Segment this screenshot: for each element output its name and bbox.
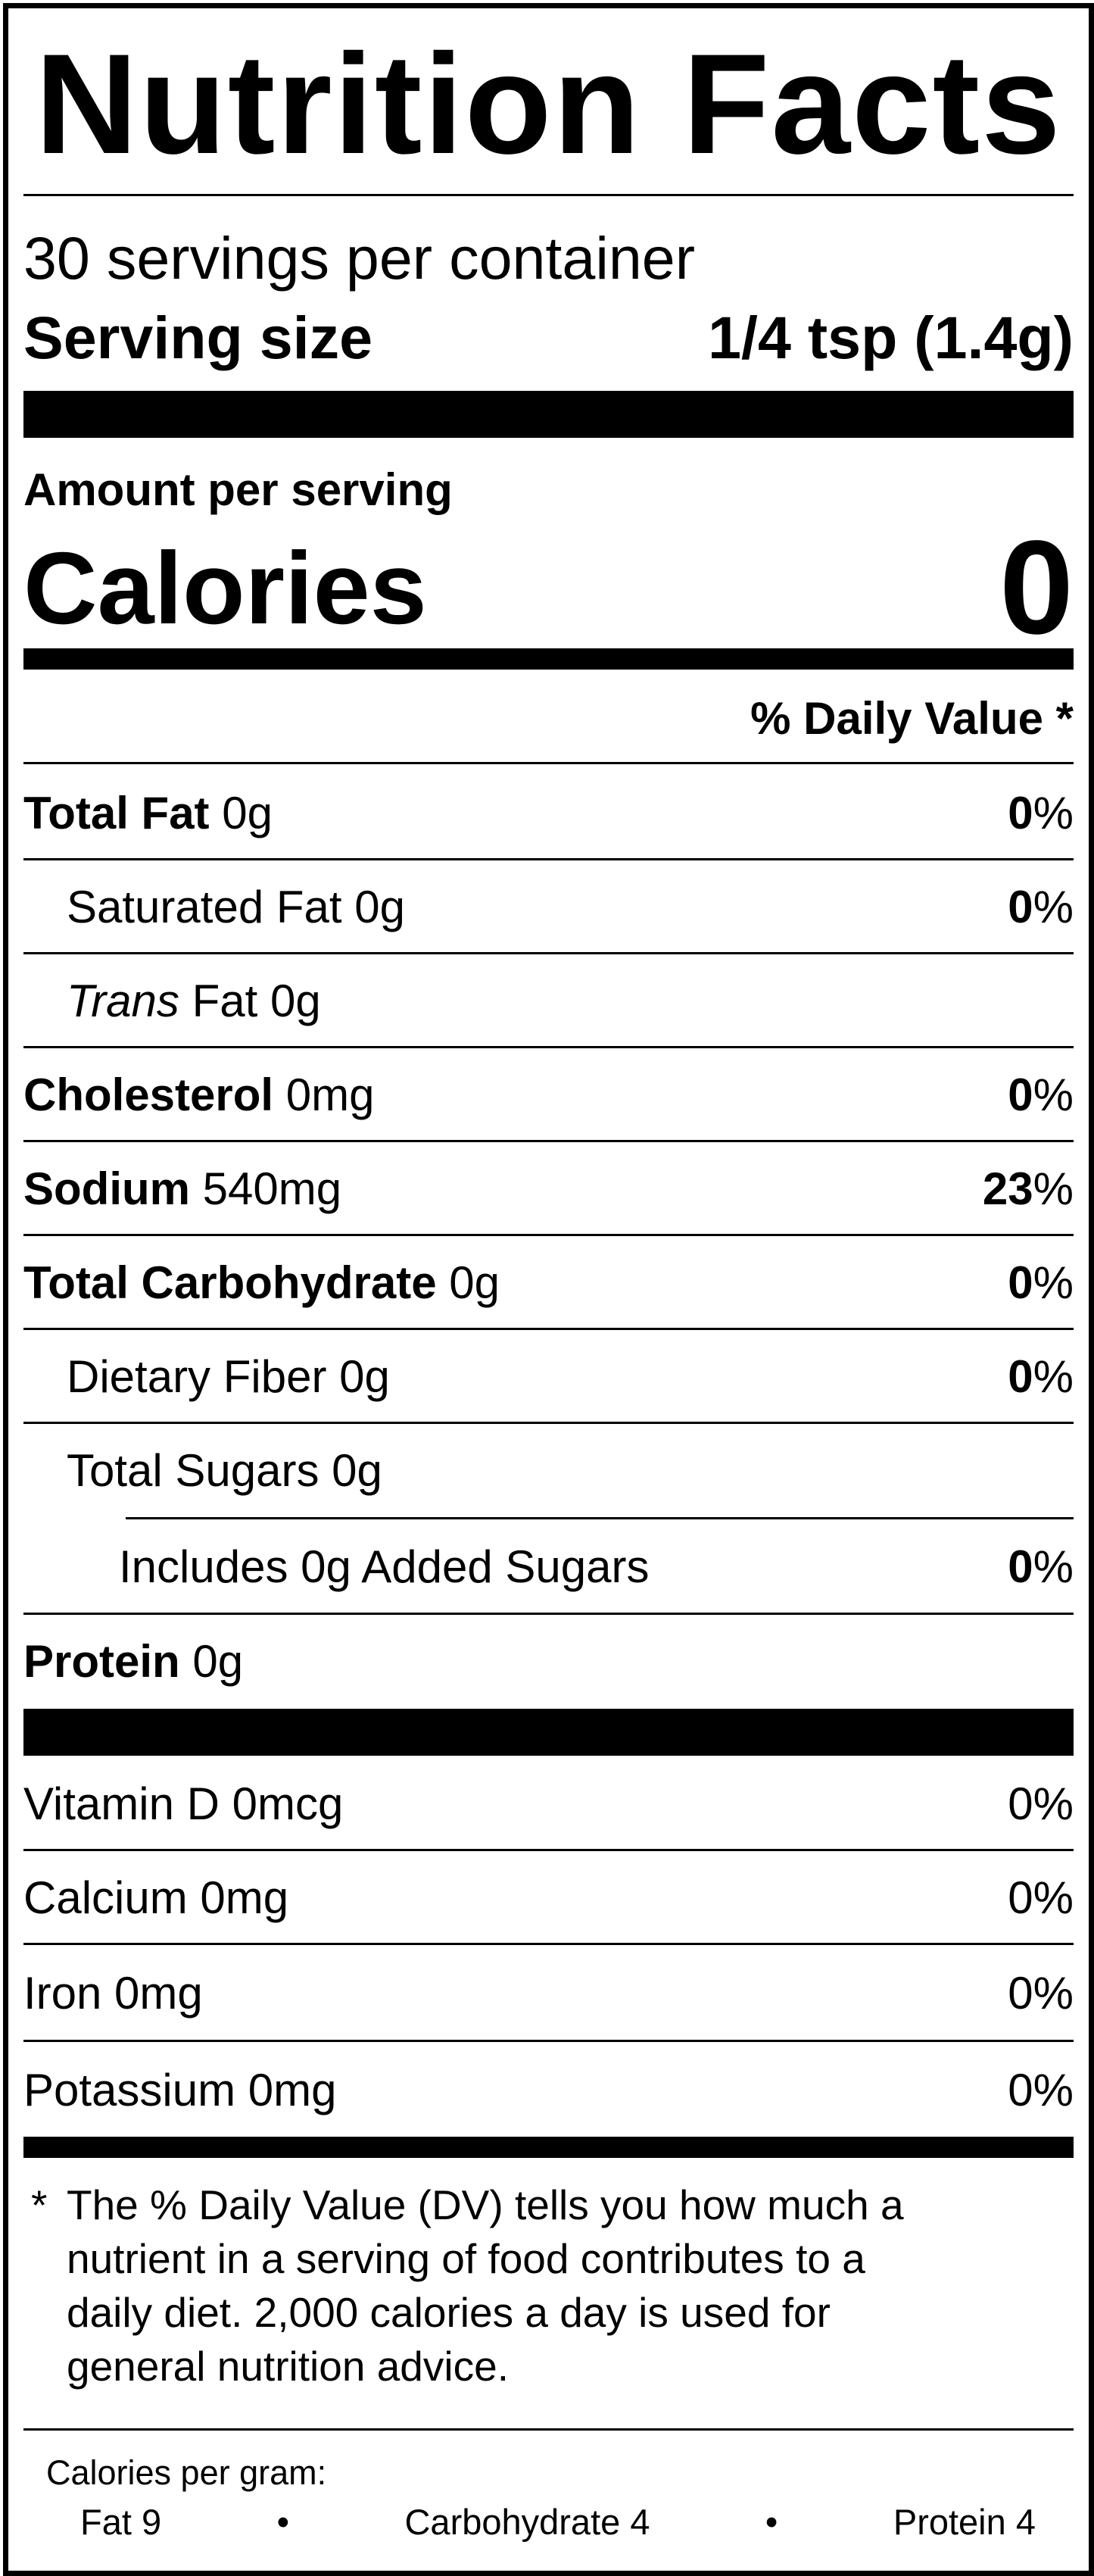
- calories-row: Calories 0: [23, 514, 1074, 662]
- vitamin-dv: 0%: [1008, 1967, 1074, 2019]
- divider-thin: [23, 1234, 1074, 1236]
- vitamin-name: Iron 0mg: [23, 1967, 203, 2019]
- daily-value-header-row: % Daily Value *: [23, 686, 1074, 751]
- divider-thin: [23, 858, 1074, 860]
- nutrient-name: Total Fat 0g: [23, 787, 273, 838]
- divider-medium: [23, 648, 1074, 670]
- nutrient-name: Total Carbohydrate 0g: [23, 1257, 500, 1308]
- nutrient-row-protein: Protein 0g: [23, 1616, 1074, 1706]
- vitamin-row-iron: Iron 0mg 0%: [23, 1946, 1074, 2040]
- nutrient-dv: 0%: [1008, 1069, 1074, 1120]
- vitamin-row-calcium: Calcium 0mg 0%: [23, 1852, 1074, 1943]
- divider-thin: [23, 194, 1074, 196]
- nutrient-row-cholesterol: Cholesterol 0mg 0%: [23, 1049, 1074, 1140]
- divider-thin: [23, 1422, 1074, 1424]
- vitamin-name: Calcium 0mg: [23, 1872, 289, 1923]
- cpg-bullet: •: [276, 2501, 290, 2542]
- nutrition-facts-label: Nutrition Facts 30 servings per containe…: [3, 3, 1094, 2576]
- divider-thick: [23, 1709, 1074, 1756]
- nutrient-dv: 0%: [1008, 1541, 1074, 1592]
- divider-thin: [23, 1849, 1074, 1851]
- divider-thin: [23, 1046, 1074, 1048]
- calories-value: 0: [999, 514, 1074, 662]
- nutrient-dv: 0%: [1008, 1350, 1074, 1402]
- nutrient-name: Includes 0g Added Sugars: [119, 1541, 650, 1592]
- nutrient-row-added-sugars: Includes 0g Added Sugars 0%: [23, 1520, 1074, 1613]
- nutrient-row-sodium: Sodium 540mg 23%: [23, 1143, 1074, 1234]
- vitamin-dv: 0%: [1008, 2064, 1074, 2115]
- footnote-star: *: [31, 2181, 48, 2228]
- divider-thin: [23, 762, 1074, 764]
- amount-per-serving: Amount per serving: [23, 464, 453, 515]
- vitamin-row-vitamin-d: Vitamin D 0mcg 0%: [23, 1758, 1074, 1849]
- serving-size-row: Serving size 1/4 tsp (1.4g): [23, 300, 1074, 376]
- nutrient-name: Trans Fat 0g: [67, 975, 321, 1026]
- servings-per-container: 30 servings per container: [23, 224, 696, 292]
- divider-thin: [23, 2428, 1074, 2431]
- nutrient-dv: 0%: [1008, 881, 1074, 932]
- daily-value-header: % Daily Value *: [750, 693, 1074, 744]
- divider-medium: [23, 2137, 1074, 2158]
- serving-size-value: 1/4 tsp (1.4g): [708, 304, 1074, 371]
- nutrient-name: Cholesterol 0mg: [23, 1069, 375, 1120]
- nutrient-row-total-fat: Total Fat 0g 0%: [23, 767, 1074, 858]
- cpg-carbohydrate: Carbohydrate 4: [404, 2501, 650, 2542]
- footnote-text: The % Daily Value (DV) tells you how muc…: [67, 2181, 904, 2390]
- nutrient-row-total-sugars: Total Sugars 0g: [23, 1425, 1074, 1516]
- calories-label: Calories: [23, 530, 427, 645]
- vitamin-row-potassium: Potassium 0mg 0%: [23, 2043, 1074, 2137]
- vitamin-dv: 0%: [1008, 1778, 1074, 1829]
- divider-thin: [23, 1613, 1074, 1615]
- divider-thin: [23, 952, 1074, 954]
- divider-thin: [23, 1140, 1074, 1142]
- divider-thin-indented: [126, 1517, 1074, 1519]
- nutrient-name: Dietary Fiber 0g: [67, 1350, 390, 1402]
- nutrient-dv: 0%: [1008, 787, 1074, 838]
- cpg-bullet: •: [765, 2501, 778, 2542]
- nutrient-dv: 23%: [982, 1163, 1074, 1214]
- nutrient-dv: 0%: [1008, 1257, 1074, 1308]
- calories-per-gram-label: Calories per gram:: [46, 2453, 327, 2492]
- divider-thick: [23, 391, 1074, 438]
- cpg-protein: Protein 4: [893, 2501, 1036, 2542]
- divider-thin: [23, 1943, 1074, 1945]
- vitamin-name: Vitamin D 0mcg: [23, 1778, 344, 1829]
- nutrient-row-total-carbohydrate: Total Carbohydrate 0g 0%: [23, 1237, 1074, 1328]
- label-title: Nutrition Facts: [35, 24, 1062, 183]
- footnote: * The % Daily Value (DV) tells you how m…: [23, 2178, 1074, 2406]
- serving-size-label: Serving size: [23, 304, 373, 371]
- divider-thin: [23, 1328, 1074, 1330]
- nutrient-name: Saturated Fat 0g: [67, 881, 405, 932]
- vitamin-name: Potassium 0mg: [23, 2064, 337, 2115]
- nutrient-row-trans-fat: Trans Fat 0g: [23, 955, 1074, 1046]
- servings-row: 30 servings per container: [23, 220, 1074, 296]
- calories-per-gram-row: Fat 9 • Carbohydrate 4 • Protein 4: [80, 2499, 1036, 2544]
- amount-per-serving-row: Amount per serving: [23, 459, 1074, 520]
- nutrient-row-dietary-fiber: Dietary Fiber 0g 0%: [23, 1331, 1074, 1422]
- cpg-fat: Fat 9: [80, 2501, 162, 2542]
- nutrient-name: Sodium 540mg: [23, 1163, 342, 1214]
- nutrient-name: Total Sugars 0g: [67, 1444, 382, 1496]
- nutrient-name: Protein 0g: [23, 1635, 244, 1687]
- nutrient-row-saturated-fat: Saturated Fat 0g 0%: [23, 861, 1074, 952]
- vitamin-dv: 0%: [1008, 1872, 1074, 1923]
- divider-thin: [23, 2040, 1074, 2042]
